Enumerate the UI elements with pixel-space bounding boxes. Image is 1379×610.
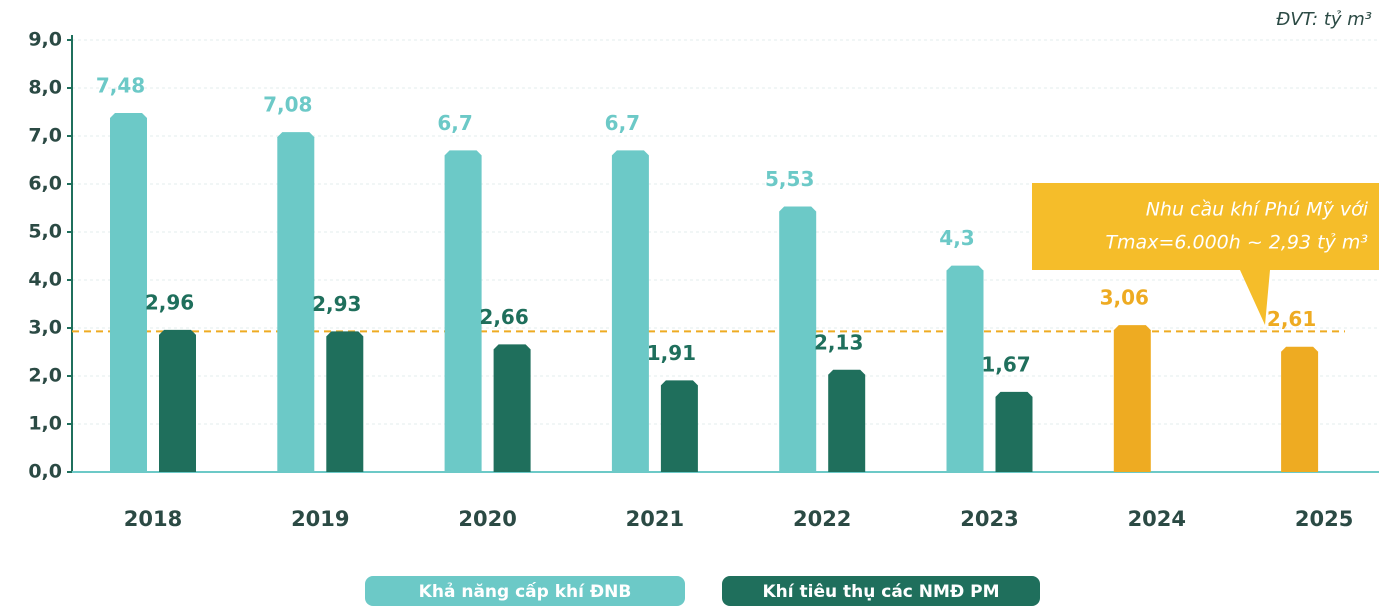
legend-label: Khả năng cấp khí ĐNB: [419, 581, 632, 602]
x-tick-label: 2020: [458, 507, 516, 531]
y-tick-label: 2,0: [28, 365, 62, 387]
y-tick-label: 4,0: [28, 269, 62, 291]
value-label: 7,08: [263, 93, 312, 117]
value-label: 2,66: [479, 305, 528, 329]
x-tick-label: 2025: [1295, 507, 1353, 531]
bar: [110, 112, 147, 473]
bar: [946, 265, 984, 472]
bar: [493, 344, 531, 472]
value-label: 3,06: [1100, 286, 1149, 310]
value-label: 2,61: [1267, 307, 1316, 331]
bar: [277, 132, 315, 472]
x-tick-label: 2018: [124, 507, 182, 531]
bar: [779, 206, 817, 472]
y-tick-label: 1,0: [28, 413, 62, 435]
value-label: 4,3: [939, 226, 974, 250]
y-tick-label: 9,0: [28, 29, 62, 51]
bar: [1113, 325, 1151, 472]
annotation-text: Tmax=6.000h ~ 2,93 tỷ m³: [1105, 232, 1368, 254]
bar: [444, 150, 482, 472]
x-tick-label: 2024: [1128, 507, 1186, 531]
value-label: 2,93: [312, 292, 361, 316]
bar: [995, 391, 1033, 472]
value-label: 6,7: [605, 111, 640, 135]
x-tick-label: 2019: [291, 507, 349, 531]
y-tick-label: 6,0: [28, 173, 62, 195]
y-tick-label: 3,0: [28, 317, 62, 339]
value-label: 1,67: [981, 352, 1030, 376]
bar: [828, 369, 866, 472]
bar: [611, 150, 649, 472]
value-label: 5,53: [765, 167, 814, 191]
bar: [159, 329, 196, 472]
value-label: 6,7: [437, 111, 472, 135]
legend-label: Khí tiêu thụ các NMĐ PM: [762, 582, 999, 602]
y-tick-label: 0,0: [28, 461, 62, 483]
bar: [326, 331, 364, 472]
x-tick-label: 2023: [960, 507, 1018, 531]
y-tick-label: 8,0: [28, 77, 62, 99]
unit-label: ĐVT: tỷ m³: [1276, 9, 1372, 30]
value-label: 1,91: [647, 341, 696, 365]
annotation-text: Nhu cầu khí Phú Mỹ với: [1146, 199, 1369, 221]
bar: [660, 380, 698, 472]
x-tick-label: 2022: [793, 507, 851, 531]
y-tick-label: 5,0: [28, 221, 62, 243]
legend-swatch: [365, 576, 685, 606]
annotation-box: [1032, 183, 1379, 325]
bar: [1281, 346, 1319, 472]
legend-swatch: [722, 576, 1040, 606]
value-label: 2,13: [814, 330, 863, 354]
y-tick-label: 7,0: [28, 125, 62, 147]
x-tick-label: 2021: [626, 507, 684, 531]
value-label: 7,48: [96, 73, 145, 97]
value-label: 2,96: [145, 290, 194, 314]
